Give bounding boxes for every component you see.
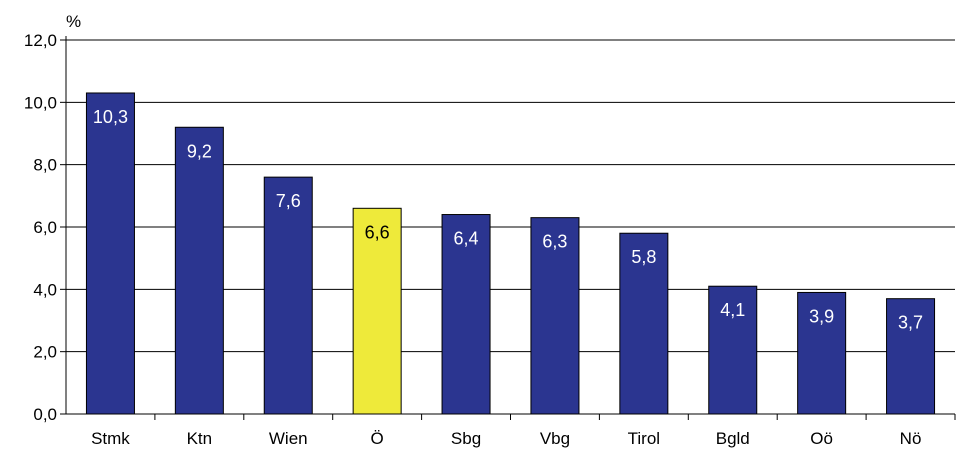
x-tick-label: Vbg: [540, 429, 570, 448]
x-tick-label: Ö: [371, 429, 384, 448]
x-tick-label: Tirol: [628, 429, 660, 448]
bar-Oö: [797, 291, 847, 415]
data-label: 5,8: [631, 247, 656, 267]
bar-Nö: [886, 298, 936, 415]
y-tick-label: 12,0: [24, 31, 57, 50]
data-label: 3,9: [809, 306, 834, 326]
y-tick-label: 6,0: [33, 218, 57, 237]
bar-Ktn: [174, 126, 224, 415]
y-tick-label: 10,0: [24, 93, 57, 112]
bar-Ö: [352, 207, 402, 415]
x-tick-label: Sbg: [451, 429, 481, 448]
x-tick-label: Wien: [269, 429, 308, 448]
data-label: 10,3: [93, 107, 128, 127]
bar-Wien: [263, 176, 313, 415]
x-tick-label: Oö: [810, 429, 833, 448]
y-tick-label: 4,0: [33, 280, 57, 299]
x-tick-label: Ktn: [187, 429, 213, 448]
y-tick-label: 8,0: [33, 156, 57, 175]
data-label: 6,6: [365, 222, 390, 242]
y-tick-label: 2,0: [33, 343, 57, 362]
data-label: 9,2: [187, 141, 212, 161]
x-tick-label: Nö: [900, 429, 922, 448]
bars: 10,3 9,2 7,6 6,6 6,4 6,3 5,8 4,1 3,9 3,7: [85, 92, 936, 415]
bar-Vbg: [530, 217, 580, 415]
data-label: 3,7: [898, 313, 923, 333]
x-tick-label: Stmk: [91, 429, 130, 448]
x-tick-label: Bgld: [716, 429, 750, 448]
bar-Sbg: [441, 214, 491, 415]
data-label: 7,6: [276, 191, 301, 211]
bar-Tirol: [619, 232, 669, 415]
y-axis: 0,0 2,0 4,0 6,0 8,0 10,0 12,0: [24, 31, 67, 424]
data-label: 6,3: [542, 232, 567, 252]
data-label: 4,1: [720, 300, 745, 320]
y-tick-label: 0,0: [33, 405, 57, 424]
data-label: 6,4: [454, 229, 479, 249]
y-unit-label: %: [66, 12, 81, 31]
bar-Stmk: [85, 92, 135, 415]
bar-Bgld: [708, 285, 758, 415]
x-axis: Stmk Ktn Wien Ö Sbg Vbg Tirol Bgld Oö Nö: [60, 413, 956, 448]
